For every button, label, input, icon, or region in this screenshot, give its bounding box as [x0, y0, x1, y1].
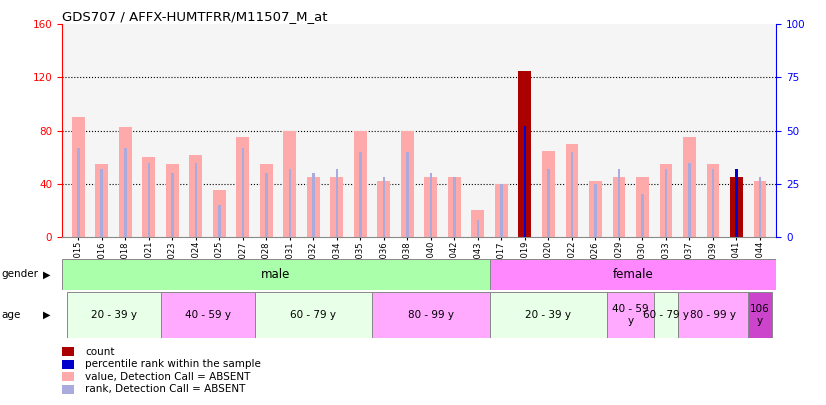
Text: 60 - 79 y: 60 - 79 y [291, 310, 336, 320]
Bar [265, 173, 268, 237]
Text: ▶: ▶ [43, 310, 50, 320]
Bar [618, 169, 620, 237]
Bar [519, 71, 531, 237]
Bar [735, 169, 738, 237]
Text: female: female [613, 268, 653, 281]
Bar [62, 373, 74, 381]
Bar [283, 130, 297, 237]
Text: rank, Detection Call = ABSENT: rank, Detection Call = ABSENT [85, 384, 245, 394]
Bar [524, 126, 526, 237]
Bar [96, 164, 108, 237]
Bar [542, 151, 555, 237]
Bar [330, 177, 344, 237]
Text: 106
y: 106 y [750, 304, 770, 326]
Bar [607, 292, 654, 338]
Text: value, Detection Call = ABSENT: value, Detection Call = ABSENT [85, 372, 250, 382]
Bar [706, 164, 719, 237]
Text: 40 - 59 y: 40 - 59 y [185, 310, 230, 320]
Bar [688, 162, 691, 237]
Bar [166, 164, 179, 237]
Bar [571, 152, 573, 237]
Bar [241, 148, 244, 237]
Text: GDS707 / AFFX-HUMTFRR/M11507_M_at: GDS707 / AFFX-HUMTFRR/M11507_M_at [62, 10, 327, 23]
Text: ▶: ▶ [43, 269, 50, 279]
Bar [683, 137, 696, 237]
Bar [335, 169, 339, 237]
Bar [566, 144, 578, 237]
Text: 20 - 39 y: 20 - 39 y [91, 310, 136, 320]
Bar [430, 173, 432, 237]
Bar [213, 190, 225, 237]
Bar [490, 292, 607, 338]
Bar [148, 162, 150, 237]
Bar [373, 292, 490, 338]
Text: age: age [2, 310, 21, 320]
Bar [547, 169, 550, 237]
Text: male: male [261, 268, 291, 281]
Bar [72, 117, 85, 237]
Bar [495, 184, 508, 237]
Bar [236, 137, 249, 237]
Bar [406, 152, 409, 237]
Bar [753, 181, 767, 237]
Text: percentile rank within the sample: percentile rank within the sample [85, 359, 261, 369]
Bar [312, 173, 315, 237]
Text: 40 - 59
y: 40 - 59 y [612, 304, 649, 326]
Bar [654, 292, 677, 338]
Bar [260, 164, 273, 237]
Text: count: count [85, 347, 115, 357]
Bar [62, 360, 74, 369]
Bar [307, 177, 320, 237]
Bar [477, 220, 479, 237]
Bar [62, 385, 74, 394]
Bar [354, 130, 367, 237]
Text: 80 - 99 y: 80 - 99 y [408, 310, 454, 320]
Text: 20 - 39 y: 20 - 39 y [525, 310, 572, 320]
Bar [594, 184, 597, 237]
Bar [189, 155, 202, 237]
Bar [613, 177, 625, 237]
Bar [425, 177, 438, 237]
Bar [161, 292, 254, 338]
Bar [62, 347, 74, 356]
Bar [218, 205, 221, 237]
Bar [124, 148, 127, 237]
Bar [659, 164, 672, 237]
Bar [758, 177, 762, 237]
Bar [62, 259, 490, 290]
Bar [382, 177, 386, 237]
Bar [171, 173, 173, 237]
Bar [636, 177, 649, 237]
Bar [359, 152, 362, 237]
Bar [377, 181, 391, 237]
Bar [490, 259, 776, 290]
Text: 80 - 99 y: 80 - 99 y [690, 310, 736, 320]
Bar [589, 181, 602, 237]
Bar [730, 177, 743, 237]
Bar [194, 162, 197, 237]
Bar [401, 130, 414, 237]
Bar [472, 210, 484, 237]
Bar [453, 177, 456, 237]
Bar [119, 127, 132, 237]
Bar [67, 292, 161, 338]
Bar [500, 184, 503, 237]
Bar [254, 292, 373, 338]
Bar [665, 169, 667, 237]
Bar [711, 169, 714, 237]
Text: 60 - 79 y: 60 - 79 y [643, 310, 689, 320]
Bar [142, 157, 155, 237]
Bar [448, 177, 461, 237]
Bar [288, 169, 292, 237]
Text: gender: gender [2, 269, 39, 279]
Bar [748, 292, 771, 338]
Bar [677, 292, 748, 338]
Bar [101, 169, 103, 237]
Bar [641, 194, 644, 237]
Bar [77, 148, 80, 237]
